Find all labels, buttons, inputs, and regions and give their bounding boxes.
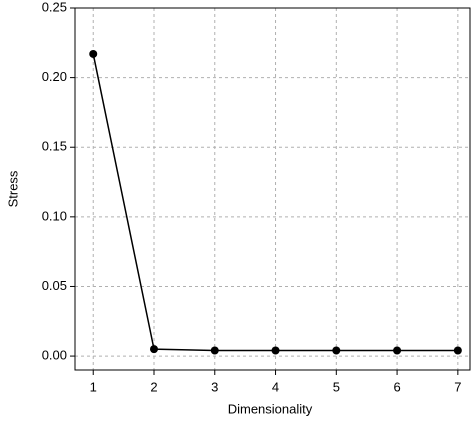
y-tick-label: 0.25 [42, 0, 67, 14]
x-tick-label: 4 [272, 379, 279, 394]
x-tick-label: 5 [333, 379, 340, 394]
y-axis-label: Stress [5, 170, 20, 207]
x-tick-label: 2 [150, 379, 157, 394]
point [453, 346, 462, 355]
plot-frame [74, 7, 471, 371]
point [393, 346, 402, 355]
x-axis-label: Dimensionality [228, 401, 313, 416]
x-tick-label: 7 [454, 379, 461, 394]
y-tick-label: 0.05 [42, 278, 67, 293]
x-tick-label: 6 [393, 379, 400, 394]
point [271, 346, 280, 355]
point [150, 345, 158, 354]
point [210, 346, 219, 355]
y-tick-label: 0.00 [42, 348, 67, 363]
y-tick-label: 0.15 [42, 139, 67, 154]
y-tick-label: 0.10 [42, 208, 67, 223]
x-tick-label: 3 [211, 379, 218, 394]
point [332, 346, 341, 355]
x-tick-label: 1 [90, 379, 97, 394]
point [89, 49, 98, 58]
y-tick-label: 0.20 [42, 69, 67, 84]
